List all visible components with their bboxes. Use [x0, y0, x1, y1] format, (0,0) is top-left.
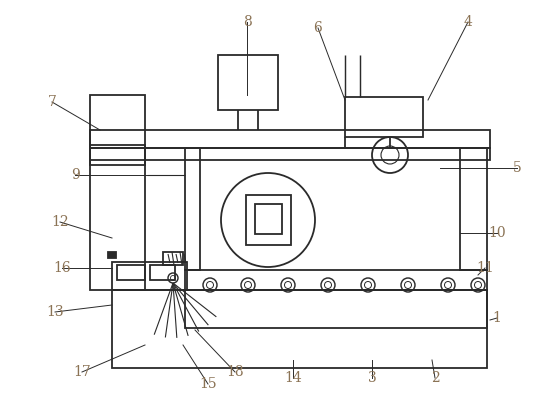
- Bar: [108, 252, 116, 258]
- Text: 9: 9: [70, 168, 80, 182]
- Bar: [185, 290, 487, 328]
- Text: 2: 2: [430, 371, 439, 385]
- Bar: [112, 290, 487, 368]
- Text: 18: 18: [226, 365, 244, 379]
- Text: 14: 14: [284, 371, 302, 385]
- Text: 15: 15: [199, 377, 217, 391]
- Bar: [90, 130, 490, 148]
- Text: 12: 12: [51, 215, 69, 229]
- Bar: [163, 252, 183, 265]
- Bar: [185, 270, 487, 290]
- Bar: [112, 262, 187, 290]
- Text: 3: 3: [367, 371, 376, 385]
- Text: 17: 17: [73, 365, 91, 379]
- Text: 5: 5: [513, 161, 521, 175]
- Bar: [90, 148, 490, 160]
- Text: 16: 16: [53, 261, 71, 275]
- Text: 8: 8: [242, 15, 252, 29]
- Text: 4: 4: [464, 15, 473, 29]
- Text: 6: 6: [313, 21, 323, 35]
- Text: 10: 10: [488, 226, 506, 240]
- Text: 13: 13: [46, 305, 64, 319]
- Bar: [218, 55, 278, 110]
- Bar: [185, 148, 200, 270]
- Text: 1: 1: [492, 311, 501, 325]
- Bar: [255, 204, 282, 234]
- Bar: [117, 265, 145, 280]
- Text: 7: 7: [48, 95, 57, 109]
- Bar: [90, 145, 145, 165]
- Bar: [246, 195, 291, 245]
- Bar: [460, 148, 487, 270]
- Text: 11: 11: [476, 261, 494, 275]
- Bar: [150, 265, 175, 280]
- Bar: [345, 97, 423, 137]
- Bar: [90, 95, 145, 290]
